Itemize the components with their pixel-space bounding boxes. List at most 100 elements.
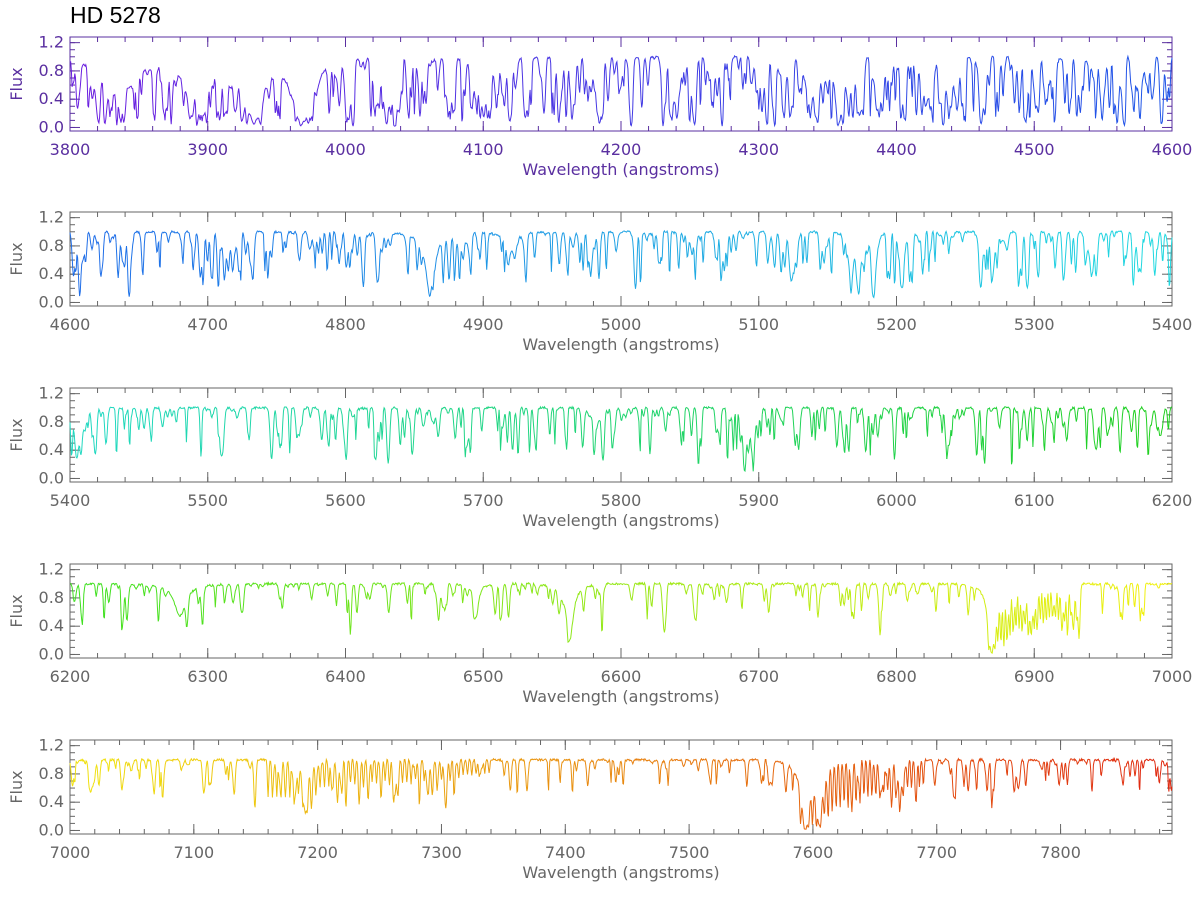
spectrum-line-segment <box>577 407 625 461</box>
spectrum-line-segment <box>208 406 256 457</box>
spectrum-line-segment <box>115 230 163 297</box>
spectrum-line-segment <box>392 57 440 127</box>
spectrum-line-segment <box>1044 757 1092 788</box>
spectrum-line-segment <box>858 759 907 813</box>
spectrum-line-segment <box>254 581 302 609</box>
x-tick-label: 7000 <box>50 843 91 862</box>
y-tick-label: 0.8 <box>39 236 64 255</box>
spectrum-line-segment <box>807 79 855 127</box>
x-tick-label: 5300 <box>1014 315 1055 334</box>
spectrum-line-segment <box>1130 405 1173 455</box>
plot-frame <box>69 563 1173 659</box>
spectrum-line-segment <box>854 406 902 460</box>
spectrum-line-segment <box>392 581 440 621</box>
spectrum-line-segment <box>715 54 763 127</box>
x-tick-label: 7400 <box>545 843 586 862</box>
spectrum-line-segment <box>623 55 671 127</box>
spectrum-line-segment <box>533 757 581 793</box>
spectrum-line-segment <box>207 79 255 126</box>
spectrum-line-segment <box>161 584 209 628</box>
spectrum-line-segment <box>623 406 671 455</box>
spectrum-line-segment <box>69 406 117 459</box>
x-tick-label: 5400 <box>1152 315 1193 334</box>
y-tick-label: 1.2 <box>39 560 64 579</box>
spectrum-line-segment <box>673 757 721 785</box>
spectrum-line-segment <box>484 405 532 454</box>
y-tick-label: 1.2 <box>39 208 64 227</box>
panel-1: 0.0 0.4 0.8 1.2 3800 3900 4000 4100 4200 4300 4400… <box>7 33 1192 179</box>
spectrum-line-segment <box>946 230 994 288</box>
spectrum-line-segment <box>115 67 163 126</box>
spectrum-line-segment <box>255 757 303 805</box>
spectrum-line-segment <box>438 231 486 284</box>
spectrum-line-segment <box>1038 405 1086 451</box>
y-tick-label: 0.0 <box>39 292 64 311</box>
x-tick-label: 7200 <box>297 843 338 862</box>
panel-2: 0.0 0.4 0.8 1.2 4600 4700 4800 4900 5000 5100 5200… <box>7 208 1192 354</box>
spectrum-line-segment <box>441 758 489 809</box>
x-tick-label: 6900 <box>1014 667 1055 686</box>
spectrum-line-segment <box>807 581 855 620</box>
x-tick-label: 4100 <box>463 140 504 159</box>
spectrum-line-segment <box>208 757 257 808</box>
spectrum-line-segment <box>1131 582 1172 622</box>
spectrum-line-segment <box>808 406 855 453</box>
x-tick-label: 5100 <box>738 315 779 334</box>
spectrum-line-segment <box>1085 54 1132 128</box>
y-axis-label: Flux <box>7 770 26 803</box>
panel-4: 0.0 0.4 0.8 1.2 6200 6300 6400 6500 6600 6700 6800… <box>7 560 1192 706</box>
x-tick-label: 6300 <box>187 667 228 686</box>
spectrum-line-segment <box>766 760 814 830</box>
spectrum-line-segment <box>300 230 348 272</box>
x-tick-label: 3900 <box>187 140 228 159</box>
x-tick-label: 4900 <box>463 315 504 334</box>
x-tick-label: 3800 <box>50 140 91 159</box>
spectrum-line-segment <box>348 758 396 805</box>
spectrum-line-segment <box>531 581 579 643</box>
spectrum-line-segment <box>1091 757 1139 792</box>
spectrum-line-segment <box>115 582 163 631</box>
spectrum-line-segment <box>161 75 209 126</box>
spectrum-line-segment <box>761 405 809 450</box>
spectrum-line-segment <box>992 596 1040 650</box>
spectrum-line-segment <box>854 581 902 636</box>
x-tick-label: 5700 <box>463 491 504 510</box>
x-tick-label: 6000 <box>876 491 917 510</box>
y-tick-label: 1.2 <box>39 384 64 403</box>
y-tick-label: 0.4 <box>39 440 64 459</box>
spectrum-line-segment <box>484 231 532 283</box>
y-axis-label: Flux <box>7 242 26 275</box>
spectrum-line-segment <box>715 230 763 282</box>
spectrum-line-segment <box>900 64 948 126</box>
spectrum-line-segment <box>854 57 902 119</box>
spectrum-line-segment <box>1084 405 1132 454</box>
x-tick-label: 4800 <box>325 315 366 334</box>
spectrum-line-segment <box>905 757 953 803</box>
x-tick-label: 7700 <box>916 843 957 862</box>
spectrum-line-segment <box>761 581 809 614</box>
x-tick-label: 7300 <box>421 843 462 862</box>
y-axis-label: Flux <box>7 418 26 451</box>
x-axis-label: Wavelength (angstroms) <box>522 687 719 706</box>
spectrum-line-segment <box>626 757 674 786</box>
spectrum-line-segment <box>577 56 625 124</box>
panel-5: 0.0 0.4 0.8 1.2 7000 7100 7200 7300 7400 7500 7600… <box>7 736 1173 882</box>
x-axis-label: Wavelength (angstroms) <box>522 160 719 179</box>
spectrum-line-segment <box>161 406 209 457</box>
x-tick-label: 4500 <box>1014 140 1055 159</box>
spectrum-line-segment <box>1130 56 1173 125</box>
x-tick-label: 7500 <box>669 843 710 862</box>
spectrum-line-segment <box>531 230 579 276</box>
x-axis-label: Wavelength (angstroms) <box>522 511 719 530</box>
spectrum-line-segment <box>484 581 532 622</box>
x-tick-label: 6800 <box>876 667 917 686</box>
y-tick-label: 0.4 <box>39 264 64 283</box>
spectrum-line-segment <box>438 58 486 122</box>
spectrum-line-segment <box>900 405 948 460</box>
spectrum-line-segment <box>392 232 440 298</box>
spectrum-line-segment <box>254 76 302 127</box>
x-tick-label: 6400 <box>325 667 366 686</box>
spectrum-line-segment <box>580 758 628 787</box>
x-tick-label: 5000 <box>601 315 642 334</box>
